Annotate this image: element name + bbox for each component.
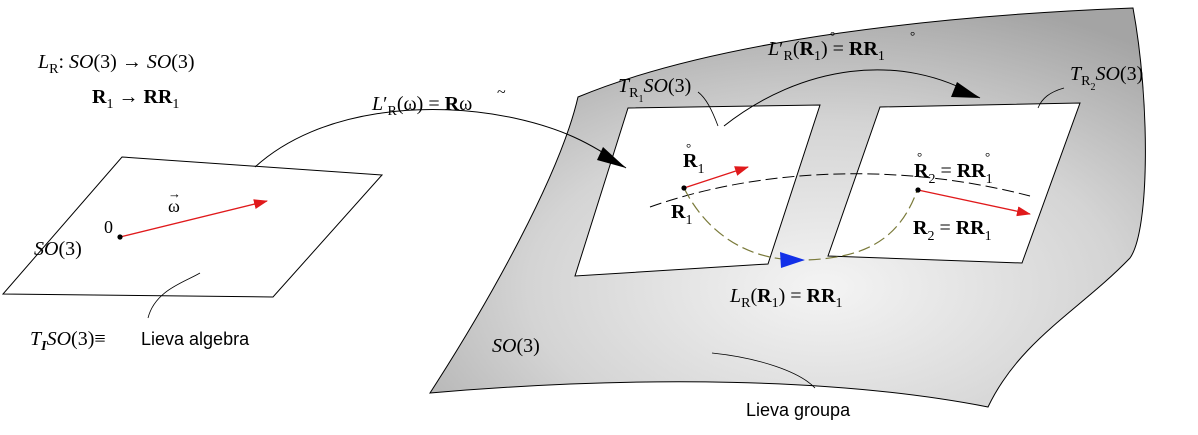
leader-group [711, 352, 816, 389]
omega-arrow-accent: → [168, 186, 181, 201]
tangent-transfer-curve [723, 69, 981, 127]
omega-label: ω [168, 196, 180, 216]
tangent-left-label: TR1SO(3) [618, 75, 691, 105]
algebra-space-label: SO(3) [34, 238, 82, 260]
top-map-ring1: ° [830, 28, 835, 43]
map-definition-line2: R1 → RR1 [92, 86, 179, 112]
derivative-map-curve [254, 109, 627, 169]
origin-point [117, 234, 123, 240]
r1-point [681, 185, 687, 191]
rr1-dot-ring: ° [985, 149, 990, 164]
tangent-plane-left [574, 104, 821, 277]
tangent-transfer-arrowhead [951, 82, 980, 98]
map-definition-line1: LR: SO(3) → SO(3) [37, 51, 195, 77]
derivative-map-label: L′R(ω) = Rω [371, 93, 472, 119]
leader-algebra [147, 272, 201, 319]
group-map-label: LR(R1) = RR1 [729, 285, 842, 311]
r2-equation: R2 = RR1 [913, 217, 992, 244]
group-space-label: SO(3) [492, 335, 540, 357]
tangent-right-label: TR2SO(3) [1070, 63, 1143, 93]
r1-dot-label: R1 [683, 150, 704, 177]
leader-tangent-left [697, 91, 719, 127]
r2-dot-equation: R2 = RR1 [914, 160, 993, 187]
r2-dot-ring: ° [917, 149, 922, 164]
r2-dot-vector [917, 189, 1031, 217]
tangent-plane-right [827, 102, 1081, 264]
flow-arrowhead [780, 252, 805, 268]
top-map-label: L′R(R1) = RR1 [767, 38, 885, 64]
algebra-caption-text: Lieva algebra [141, 329, 250, 349]
omega-vector [119, 199, 268, 238]
omega-tilde-accent: ~ [497, 84, 506, 101]
leader-tangent-right [1037, 87, 1065, 109]
r1-dot-ring: ° [686, 140, 691, 155]
r1-dot-vector [683, 166, 749, 189]
origin-label: 0 [104, 217, 113, 237]
algebra-caption: TISO(3)≡ [30, 328, 106, 354]
r1-label: R1 [671, 201, 692, 228]
r2-point [915, 187, 921, 193]
derivative-map-arrowhead [597, 147, 626, 168]
geodesic-dashed [649, 173, 1031, 208]
flow-arc [683, 187, 919, 261]
algebra-plane [1, 156, 384, 298]
top-map-ring2: ° [910, 28, 915, 43]
group-caption: Lieva groupa [746, 400, 851, 420]
